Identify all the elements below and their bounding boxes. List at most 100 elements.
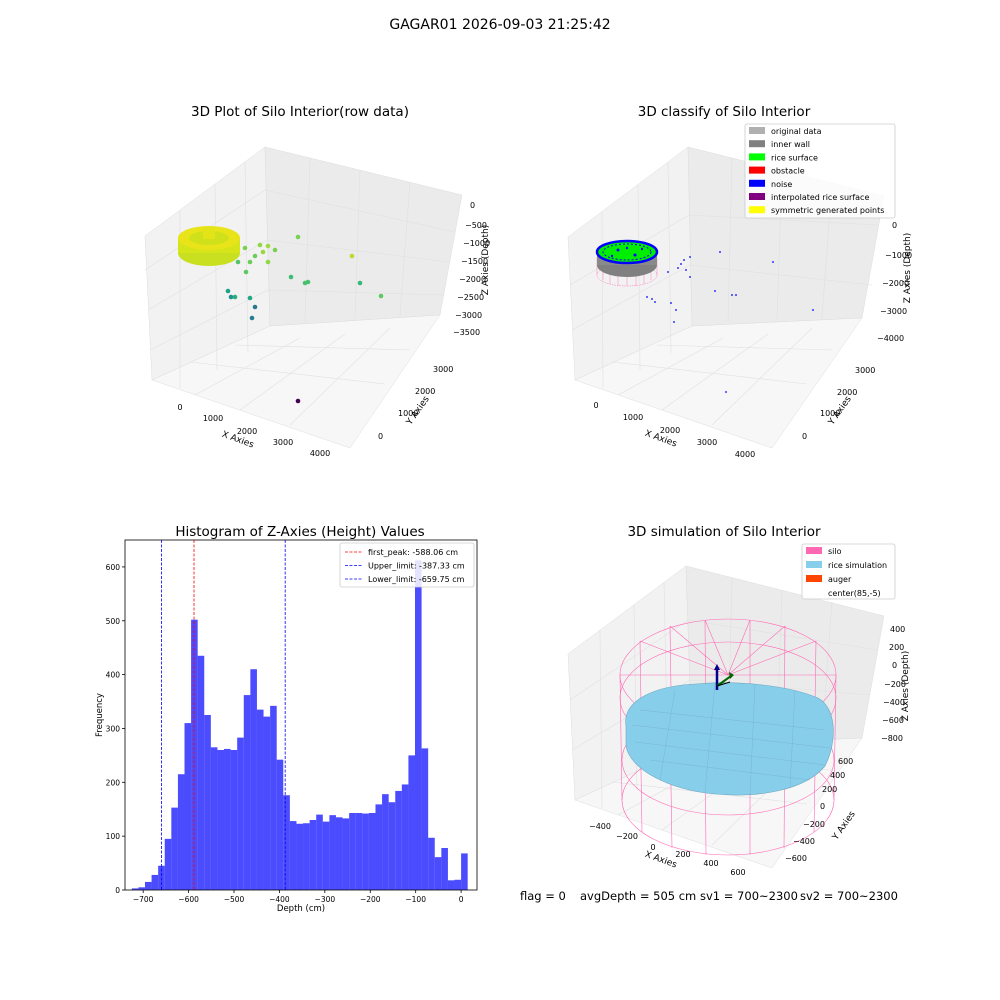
raw-data-axes-box: [144, 146, 463, 449]
svg-text:−400: −400: [589, 822, 611, 831]
histogram-bar: [177, 774, 185, 890]
svg-text:−2000: −2000: [459, 275, 486, 284]
histogram-bar: [316, 814, 323, 890]
histogram-bar: [335, 817, 343, 890]
raw-data-scatter-points: [225, 234, 384, 404]
classify-x-ticks: 0 1000 2000 3000 4000: [593, 401, 755, 459]
simulation-legend-label: auger: [828, 575, 852, 584]
svg-text:−400: −400: [793, 837, 815, 846]
svg-text:−400: −400: [883, 698, 905, 707]
histogram-y-tick-label: 400: [106, 671, 121, 680]
histogram-x-tick-label: −400: [269, 895, 290, 904]
svg-text:200: 200: [675, 850, 690, 859]
simulation-rice-surface: [625, 682, 834, 796]
histogram-y-tick-label: 200: [106, 778, 121, 787]
svg-text:0: 0: [378, 432, 383, 441]
svg-text:3000: 3000: [433, 365, 453, 374]
histogram-bar: [461, 853, 468, 890]
simulation-x-label: X Axies: [643, 850, 678, 871]
histogram-bar: [395, 790, 402, 890]
histogram-bar: [454, 879, 462, 890]
svg-text:−2500: −2500: [457, 293, 484, 302]
svg-text:−2000: −2000: [882, 279, 909, 288]
svg-text:0: 0: [892, 221, 897, 230]
svg-text:−3000: −3000: [880, 307, 907, 316]
histogram-bars: [131, 560, 468, 890]
svg-text:−200: −200: [803, 820, 825, 829]
simulation-legend-swatch: [806, 575, 822, 582]
histogram-legend-label: first_peak: -588.06 cm: [368, 548, 458, 557]
histogram-bar: [303, 823, 310, 890]
svg-text:200: 200: [822, 785, 837, 794]
histogram-y-tick-label: 0: [115, 886, 120, 895]
histogram-bar: [322, 821, 330, 890]
histogram-y-tick-label: 600: [106, 563, 121, 572]
simulation-legend-label: center(85,-5): [828, 589, 881, 598]
classify-legend-label: noise: [771, 180, 792, 189]
histogram-bar: [131, 888, 139, 890]
histogram-bar: [349, 813, 356, 890]
histogram-x-label: Depth (cm): [277, 904, 325, 914]
svg-text:1000: 1000: [398, 409, 418, 418]
histogram-title: Histogram of Z-Axies (Height) Values: [175, 524, 425, 540]
histogram-bar: [309, 820, 317, 890]
simulation-legend-label: silo: [828, 547, 842, 556]
classify-legend-label: symmetric generated points: [771, 206, 884, 215]
simulation-legend-swatch: [806, 561, 822, 568]
histogram-bar: [138, 887, 145, 890]
histogram-bar: [151, 874, 159, 890]
raw-data-z-label: Z Axies (Depth): [481, 225, 491, 296]
classify-plot-title: 3D classify of Silo Interior: [637, 104, 811, 120]
svg-text:−800: −800: [881, 734, 903, 743]
svg-text:2000: 2000: [837, 388, 857, 397]
classify-legend-swatch: [749, 179, 765, 187]
figure-suptitle: GAGAR01 2026-09-03 21:25:42: [389, 17, 611, 33]
svg-text:1000: 1000: [623, 413, 643, 422]
histogram-bar: [355, 813, 363, 890]
raw-data-x-ticks: 0 1000 2000 3000 4000: [177, 403, 330, 458]
histogram-bar: [224, 748, 231, 890]
histogram-bar: [276, 759, 284, 890]
svg-text:0: 0: [470, 201, 475, 210]
svg-text:0: 0: [820, 802, 825, 811]
histogram-bar: [362, 813, 369, 890]
histogram-bar: [191, 619, 198, 890]
histogram-bar: [197, 655, 205, 890]
classify-legend-label: obstacle: [771, 167, 805, 176]
histogram-x-tick-label: −500: [224, 895, 245, 904]
svg-text:−3500: −3500: [453, 328, 480, 337]
simulation-y-label: Y Axies: [830, 809, 858, 842]
histogram-bar: [217, 750, 225, 890]
simulation-z-label: Z Axies (Depth): [901, 651, 911, 722]
classify-3d-plot: original data inner wall rice surface obsta…: [567, 123, 913, 459]
classify-y-ticks: 0 1000 2000 3000: [802, 366, 875, 441]
classify-z-ticks: 0 −1000 −2000 −3000 −4000: [877, 221, 912, 343]
svg-text:4000: 4000: [310, 449, 330, 458]
histogram-bar: [421, 748, 429, 890]
svg-text:3000: 3000: [697, 438, 717, 447]
simulation-legend-swatch: [806, 547, 822, 554]
histogram-bar: [210, 747, 218, 890]
classify-legend-swatch: [749, 127, 765, 134]
histogram-x-ticks: −700 −600 −500 −400 −300 −200 −100 0: [133, 890, 464, 904]
histogram-bar: [283, 795, 290, 890]
histogram-bar: [434, 857, 442, 890]
simulation-y-ticks: −600 −400 −200 0 200 400 600: [785, 757, 853, 863]
svg-text:−200: −200: [616, 832, 638, 841]
histogram-y-tick-label: 500: [106, 617, 121, 626]
status-avg-depth: avgDepth = 505 cm: [580, 889, 697, 903]
classify-legend-swatch: [749, 140, 765, 148]
raw-data-z-ticks: 0 −500 −1000 −1500 −2000 −2500 −3000 −3500: [453, 201, 490, 337]
histogram-bar: [388, 802, 396, 890]
histogram-bar: [296, 823, 304, 890]
simulation-3d-plot: silo rice simulation auger center(85,-5) −4…: [567, 543, 911, 877]
histogram-bar: [408, 755, 416, 890]
status-sv1: sv1 = 700~2300: [700, 889, 798, 903]
simulation-x-ticks: −400 −200 0 200 400 600: [589, 822, 746, 877]
histogram-x-tick-label: 0: [459, 895, 464, 904]
histogram-x-tick-label: −700: [133, 895, 154, 904]
histogram-x-tick-label: −300: [315, 895, 336, 904]
histogram-y-label: Frequency: [95, 693, 105, 737]
svg-text:−600: −600: [785, 854, 807, 863]
